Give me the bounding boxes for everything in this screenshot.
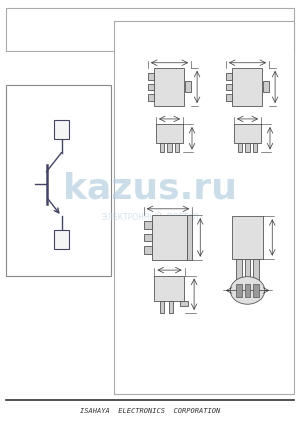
Bar	[6, 85, 111, 276]
Bar	[245, 143, 250, 153]
Bar	[54, 120, 69, 139]
Bar	[167, 143, 172, 153]
Bar	[154, 68, 184, 106]
Bar	[160, 143, 164, 153]
Bar	[175, 143, 179, 153]
Text: ISAHAYA  ELECTRONICS  CORPORATION: ISAHAYA ELECTRONICS CORPORATION	[80, 408, 220, 414]
Bar	[154, 276, 184, 301]
Bar	[144, 234, 152, 241]
Ellipse shape	[230, 276, 265, 304]
Bar	[6, 8, 294, 51]
Bar	[245, 259, 250, 290]
Bar	[144, 221, 152, 229]
Bar	[152, 215, 187, 259]
Bar	[232, 68, 262, 106]
Bar	[114, 21, 294, 394]
Bar	[232, 216, 263, 259]
Bar	[238, 143, 242, 153]
Bar	[148, 94, 154, 101]
Text: ЭЛЕКТРОННЫЙ  ПОРТАЛ: ЭЛЕКТРОННЫЙ ПОРТАЛ	[102, 212, 198, 222]
Text: kazus.ru: kazus.ru	[63, 172, 237, 206]
Bar	[253, 259, 259, 290]
Bar	[226, 73, 232, 80]
Bar	[169, 301, 173, 313]
Bar	[160, 301, 164, 313]
Bar	[54, 230, 69, 249]
Bar	[245, 284, 250, 297]
Bar	[253, 284, 259, 297]
Bar	[144, 246, 152, 254]
Bar	[187, 215, 192, 259]
Bar	[148, 73, 154, 80]
Bar	[180, 301, 188, 306]
Bar	[148, 84, 154, 90]
Bar	[184, 81, 191, 92]
Bar	[236, 284, 242, 297]
Bar	[156, 124, 183, 143]
Bar	[234, 124, 261, 143]
Bar	[226, 84, 232, 90]
Bar	[262, 81, 269, 92]
Bar	[236, 259, 242, 290]
Bar	[253, 143, 257, 153]
Bar	[226, 94, 232, 101]
